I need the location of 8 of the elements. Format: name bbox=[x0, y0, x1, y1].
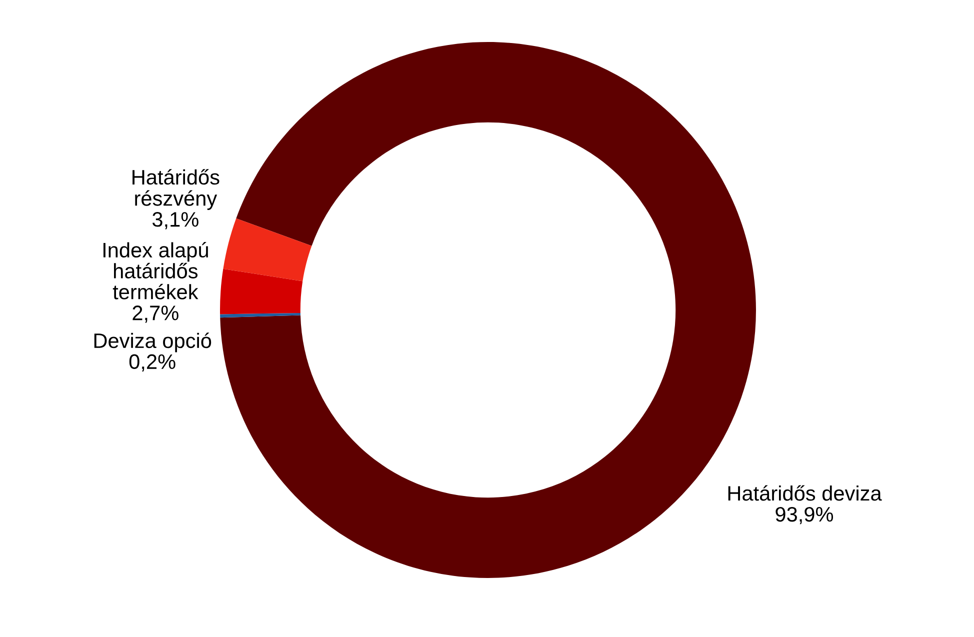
slice-label: Határidős deviza bbox=[728, 485, 882, 501]
data-label: 93,9% bbox=[776, 506, 834, 524]
slice-label: Határidős részvény bbox=[132, 169, 220, 210]
data-label: 3,1% bbox=[152, 212, 198, 230]
data-label: 2,7% bbox=[132, 306, 178, 323]
slice-label: Index alapú határidős termékek bbox=[103, 242, 208, 300]
data-label: 0,2% bbox=[129, 354, 176, 372]
slice-label: Deviza opció bbox=[94, 332, 212, 352]
